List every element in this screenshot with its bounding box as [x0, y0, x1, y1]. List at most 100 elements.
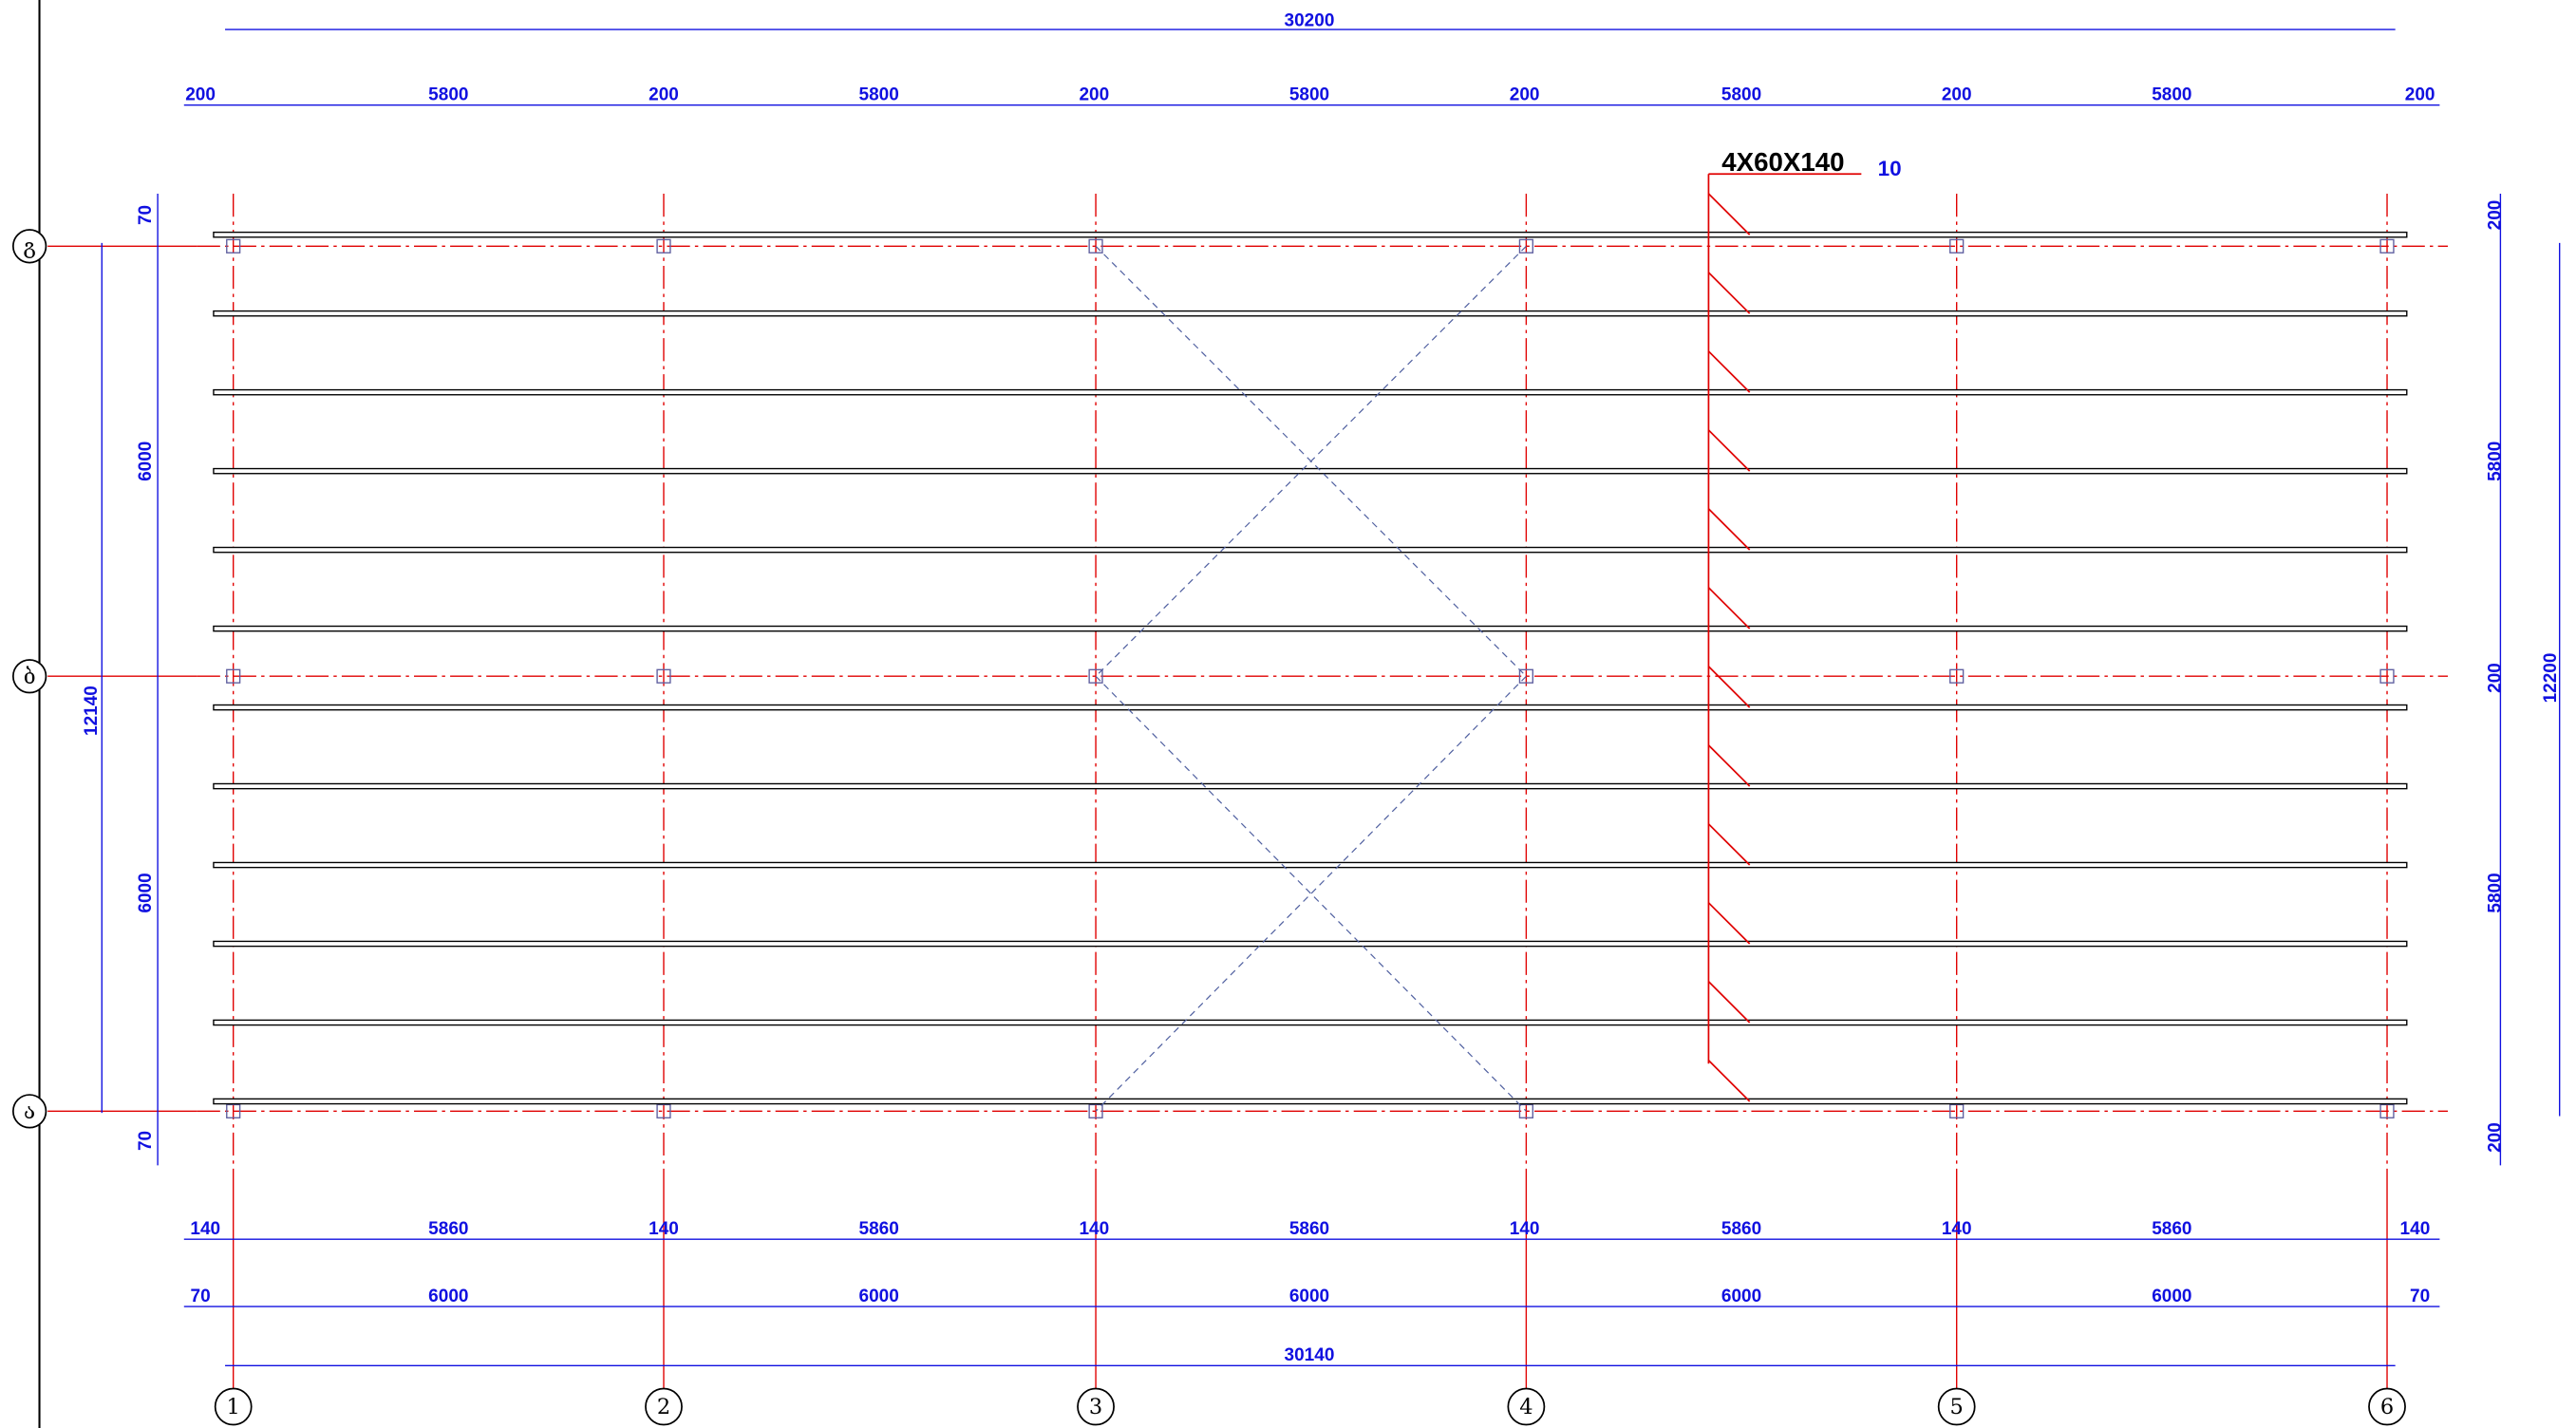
- column: [1949, 1103, 1965, 1118]
- dim-text: 5800: [1721, 85, 1761, 104]
- bracing: [1095, 245, 1527, 677]
- purlin: [213, 231, 2408, 238]
- axis-bubble: [214, 1387, 253, 1426]
- leader-tick: [1707, 981, 1751, 1024]
- axis-label: 1: [227, 1395, 240, 1419]
- column: [1088, 1103, 1103, 1118]
- column: [1088, 238, 1103, 254]
- dim-text: 5800: [859, 85, 899, 104]
- dim-text: 140: [649, 1219, 679, 1239]
- dim-text: 5800: [2485, 873, 2505, 912]
- dim-text: 200: [1079, 85, 1109, 104]
- dim-text: 140: [1510, 1219, 1540, 1239]
- axis-label: 4: [1519, 1395, 1532, 1419]
- dim-text: 12140: [82, 686, 102, 736]
- dim-text: 200: [2485, 200, 2505, 231]
- dim-text: 200: [2405, 85, 2435, 104]
- dim-text: 70: [2410, 1287, 2430, 1306]
- dim-text: 70: [136, 205, 156, 225]
- dim-text: 200: [649, 85, 679, 104]
- dim-text: 70: [136, 1131, 156, 1151]
- axis-label: 2: [657, 1395, 670, 1419]
- axis-bubble: [1507, 1387, 1546, 1426]
- column: [1518, 1103, 1533, 1118]
- axis-label: 6: [2380, 1395, 2394, 1419]
- column: [656, 668, 671, 684]
- axis-label: გ: [24, 235, 36, 259]
- dim-text: 5800: [2485, 442, 2505, 481]
- dim-text: 5860: [1289, 1219, 1329, 1239]
- leader-tick: [1707, 823, 1751, 866]
- purlin: [213, 861, 2408, 869]
- dim-text: 5800: [2152, 85, 2191, 104]
- purlin: [213, 704, 2408, 711]
- axis-bubble: [11, 1094, 47, 1129]
- leader-tick: [1707, 193, 1751, 235]
- profile-count: 10: [1878, 157, 1902, 180]
- purlin: [213, 388, 2408, 396]
- leader-tick: [1707, 744, 1751, 787]
- purlin: [213, 546, 2408, 554]
- column: [226, 238, 241, 254]
- dim-text: 5860: [1721, 1219, 1761, 1239]
- leader-tick: [1707, 666, 1751, 708]
- dim-text: 200: [2485, 663, 2505, 693]
- axis-bubble: [1077, 1387, 1115, 1426]
- dim-text: 200: [1942, 85, 1972, 104]
- dim-text: 6000: [1721, 1287, 1761, 1306]
- column: [2379, 668, 2395, 684]
- axis-label: ა: [24, 1099, 35, 1124]
- dim-text: 140: [2400, 1219, 2431, 1239]
- bracing: [1095, 675, 1527, 1112]
- purlin: [213, 467, 2408, 475]
- dim-text: 30140: [1285, 1345, 1335, 1365]
- dim-text: 140: [1942, 1219, 1972, 1239]
- axis-bubble: [11, 229, 47, 264]
- dim-text: 6000: [136, 873, 156, 912]
- dim-text: 200: [2485, 1122, 2505, 1153]
- purlin: [213, 940, 2408, 948]
- dim-text: 5800: [428, 85, 468, 104]
- column: [226, 1103, 241, 1118]
- leader-tick: [1707, 272, 1751, 314]
- axis-bubble: [645, 1387, 683, 1426]
- dim-text: 140: [190, 1219, 220, 1239]
- column: [656, 1103, 671, 1118]
- dim-text: 6000: [428, 1287, 468, 1306]
- dim-text: 5860: [2152, 1219, 2191, 1239]
- dim-text: 6000: [859, 1287, 899, 1306]
- dim-text: 5860: [859, 1219, 899, 1239]
- purlin: [213, 1098, 2408, 1105]
- dim-text: 200: [1510, 85, 1540, 104]
- leader-tick: [1707, 587, 1751, 629]
- purlin: [213, 310, 2408, 317]
- column: [1949, 668, 1965, 684]
- column: [2379, 238, 2395, 254]
- column: [2379, 1103, 2395, 1118]
- dim-text: 200: [185, 85, 216, 104]
- dim-text: 5860: [428, 1219, 468, 1239]
- dim-text: 5800: [1289, 85, 1329, 104]
- profile-label: 4X60X140: [1721, 147, 1844, 177]
- axis-label: ბ: [24, 665, 36, 689]
- dim-text: 70: [191, 1287, 211, 1306]
- bracing: [1095, 675, 1527, 1112]
- column: [1518, 668, 1533, 684]
- dim-text: 6000: [136, 442, 156, 481]
- leader-tick: [1707, 350, 1751, 393]
- purlin: [213, 1019, 2408, 1026]
- purlin: [213, 625, 2408, 632]
- leader-tick: [1707, 902, 1751, 945]
- column: [656, 238, 671, 254]
- column: [1518, 238, 1533, 254]
- axis-bubble: [11, 659, 47, 694]
- column: [1949, 238, 1965, 254]
- purlin: [213, 782, 2408, 790]
- dim-text: 6000: [1289, 1287, 1329, 1306]
- axis-label: 5: [1950, 1395, 1964, 1419]
- column: [226, 668, 241, 684]
- column: [1088, 668, 1103, 684]
- leader-tick: [1707, 1060, 1751, 1102]
- axis-label: 3: [1089, 1395, 1102, 1419]
